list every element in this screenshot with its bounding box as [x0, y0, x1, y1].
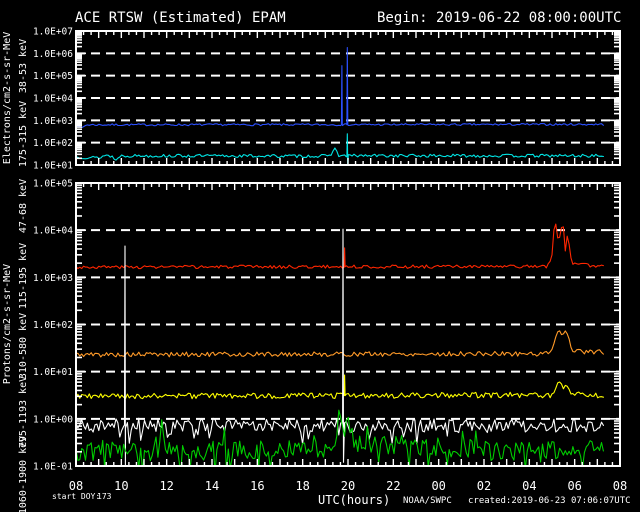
x-tick-label: 02 [477, 479, 491, 493]
x-tick-label: 16 [250, 479, 264, 493]
start-doy-label: start DOY: [52, 492, 100, 501]
x-tick-label: 22 [386, 479, 400, 493]
x-tick-label: 08 [613, 479, 627, 493]
y-tick-label: 1.0E+06 [33, 49, 73, 60]
x-tick-label: 20 [341, 479, 355, 493]
y-tick-label: 1.0E-01 [33, 462, 73, 473]
x-axis-title: UTC(hours) [318, 493, 390, 507]
plot-area: 38-53 keV 175-315 keV 1.0E+07 1.0E+06 1.0E+0… [2, 27, 627, 512]
y-tick-label: 1.0E+07 [33, 27, 73, 38]
electrons-axis-title: Electrons/cm2-s-sr-MeV [2, 32, 13, 164]
channel-label-47-68-keV: 47-68 keV [18, 179, 29, 233]
y-tick-label: 1.0E+02 [33, 138, 73, 149]
series-115-195-keV [76, 330, 604, 358]
x-tick-label: 08 [69, 479, 83, 493]
x-ticks [75, 183, 621, 466]
chart-title: ACE RTSW (Estimated) EPAM [75, 10, 286, 26]
y-tick-label: 1.0E+04 [33, 94, 73, 105]
channel-label-115-195-keV: 115-195 keV [18, 243, 29, 309]
y-tick-label: 1.0E+05 [33, 179, 73, 190]
agency-credit: NOAA/SWPC [403, 496, 452, 506]
x-tick-label: 18 [295, 479, 309, 493]
y-ticks [76, 184, 620, 453]
y-tick-label: 1.0E+04 [33, 226, 73, 237]
start-doy-value: 173 [97, 492, 112, 501]
channel-label-795-1193-keV: 795-1193 keV [18, 376, 29, 448]
channel-label-175-315-keV: 175-315 keV [18, 101, 29, 167]
y-tick-label: 1.0E+03 [33, 116, 73, 127]
series-38-53-keV [76, 47, 604, 129]
y-tick-label: 1.0E+01 [33, 161, 73, 172]
y-tick-label: 1.0E+05 [33, 71, 73, 82]
x-tick-label: 10 [114, 479, 128, 493]
channel-label-38-53-keV: 38-53 keV [18, 39, 29, 93]
x-tick-label: 04 [522, 479, 536, 493]
x-tick-label: 00 [431, 479, 445, 493]
created-timestamp: created:2019-06-23 07:06:07UTC [468, 496, 631, 506]
y-tick-label: 1.0E+00 [33, 414, 73, 425]
begin-timestamp: Begin: 2019-06-22 08:00:00UTC [377, 10, 621, 26]
x-tick-label: 14 [205, 479, 219, 493]
y-tick-label: 1.0E+02 [33, 320, 73, 331]
electrons-panel: 38-53 keV 175-315 keV 1.0E+07 1.0E+06 1.0E+0… [2, 27, 621, 172]
y-tick-label: 1.0E+03 [33, 273, 73, 284]
protons-axis-title: Protons/cm2-s-sr-MeV [2, 264, 13, 384]
x-tick-label: 12 [159, 479, 173, 493]
x-tick-label: 06 [567, 479, 581, 493]
protons-panel: 47-68 keV 115-195 keV 310-580 keV795-1193 … [2, 179, 621, 512]
y-tick-label: 1.0E+01 [33, 367, 73, 378]
x-ticks [75, 31, 621, 165]
series-795-1193-keV [76, 228, 604, 466]
channel-label-310-580-keV: 310-580 keV [18, 313, 29, 379]
series-175-315-keV [76, 133, 604, 165]
channel-label-1060-1900-keV: 1060-1900 keV [18, 436, 29, 512]
series-1060-1900-keV [76, 409, 604, 466]
y-ticks [76, 31, 620, 160]
